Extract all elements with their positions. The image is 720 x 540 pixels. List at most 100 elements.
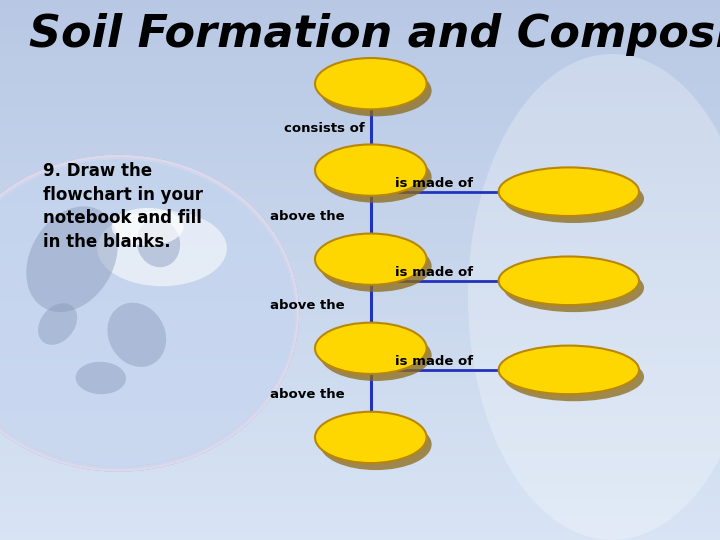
Bar <box>0 112 720 117</box>
Ellipse shape <box>76 362 126 394</box>
Bar <box>0 270 720 274</box>
Bar <box>0 266 720 270</box>
Bar <box>0 90 720 94</box>
Bar <box>0 261 720 266</box>
Bar <box>0 288 720 293</box>
Bar <box>0 139 720 144</box>
Bar <box>0 441 720 445</box>
Ellipse shape <box>499 256 639 305</box>
Bar <box>0 531 720 536</box>
Bar <box>0 490 720 495</box>
Bar <box>0 180 720 185</box>
Bar <box>0 18 720 23</box>
Bar <box>0 301 720 306</box>
Bar <box>0 418 720 423</box>
Bar <box>0 256 720 261</box>
Bar <box>0 364 720 369</box>
Bar <box>0 279 720 284</box>
Bar <box>0 4 720 9</box>
Bar <box>0 68 720 72</box>
Bar <box>0 409 720 414</box>
Bar <box>0 423 720 428</box>
Bar <box>0 477 720 482</box>
Text: is made of: is made of <box>395 266 473 279</box>
Bar <box>0 23 720 27</box>
Bar <box>0 306 720 310</box>
Bar <box>0 153 720 158</box>
Bar <box>0 31 720 36</box>
Bar <box>0 347 720 351</box>
Bar <box>0 131 720 135</box>
Bar <box>0 436 720 441</box>
Bar <box>0 333 720 338</box>
Bar <box>0 355 720 360</box>
Bar <box>0 234 720 239</box>
Ellipse shape <box>320 419 432 470</box>
Bar <box>0 446 720 450</box>
Text: Soil Formation and Composition: Soil Formation and Composition <box>29 14 720 57</box>
Bar <box>0 522 720 526</box>
Bar <box>0 297 720 301</box>
Bar <box>0 432 720 436</box>
Bar <box>0 77 720 81</box>
Bar <box>0 472 720 477</box>
Bar <box>0 274 720 279</box>
Bar <box>0 135 720 139</box>
Bar <box>0 14 720 18</box>
Bar <box>0 220 720 225</box>
Bar <box>0 216 720 220</box>
Text: is made of: is made of <box>395 177 473 190</box>
Bar <box>0 342 720 347</box>
Ellipse shape <box>320 241 432 292</box>
Ellipse shape <box>315 411 426 463</box>
Ellipse shape <box>27 206 117 312</box>
Bar <box>0 513 720 517</box>
Bar <box>0 374 720 378</box>
Bar <box>0 378 720 382</box>
Bar <box>0 243 720 247</box>
Text: 9. Draw the
flowchart in your
notebook and fill
in the blanks.: 9. Draw the flowchart in your notebook a… <box>43 162 203 251</box>
Bar <box>0 239 720 243</box>
Ellipse shape <box>112 208 184 246</box>
Bar <box>0 369 720 374</box>
Bar <box>0 517 720 522</box>
Ellipse shape <box>315 144 426 195</box>
Bar <box>0 392 720 396</box>
Bar <box>0 81 720 85</box>
Ellipse shape <box>320 65 432 117</box>
Bar <box>0 171 720 176</box>
Bar <box>0 36 720 40</box>
Bar <box>0 58 720 63</box>
Bar <box>0 284 720 288</box>
Ellipse shape <box>315 322 426 374</box>
Bar <box>0 387 720 392</box>
Ellipse shape <box>504 174 644 223</box>
Bar <box>0 382 720 387</box>
Bar <box>0 9 720 14</box>
Bar <box>0 27 720 31</box>
Text: above the: above the <box>270 388 345 401</box>
Bar <box>0 45 720 50</box>
Ellipse shape <box>315 58 426 109</box>
Bar <box>0 207 720 212</box>
Bar <box>0 189 720 193</box>
Bar <box>0 85 720 90</box>
Bar <box>0 351 720 355</box>
Bar <box>0 509 720 513</box>
Bar <box>0 117 720 122</box>
Ellipse shape <box>504 353 644 401</box>
Bar <box>0 122 720 126</box>
Bar <box>0 99 720 104</box>
Bar <box>0 500 720 504</box>
Bar <box>0 324 720 328</box>
Ellipse shape <box>137 219 180 267</box>
Text: above the: above the <box>270 299 345 312</box>
Ellipse shape <box>107 303 166 367</box>
Bar <box>0 360 720 364</box>
Text: is made of: is made of <box>395 355 473 368</box>
Bar <box>0 126 720 131</box>
Text: above the: above the <box>270 210 345 222</box>
Bar <box>0 536 720 540</box>
Bar <box>0 225 720 229</box>
Bar <box>0 202 720 207</box>
